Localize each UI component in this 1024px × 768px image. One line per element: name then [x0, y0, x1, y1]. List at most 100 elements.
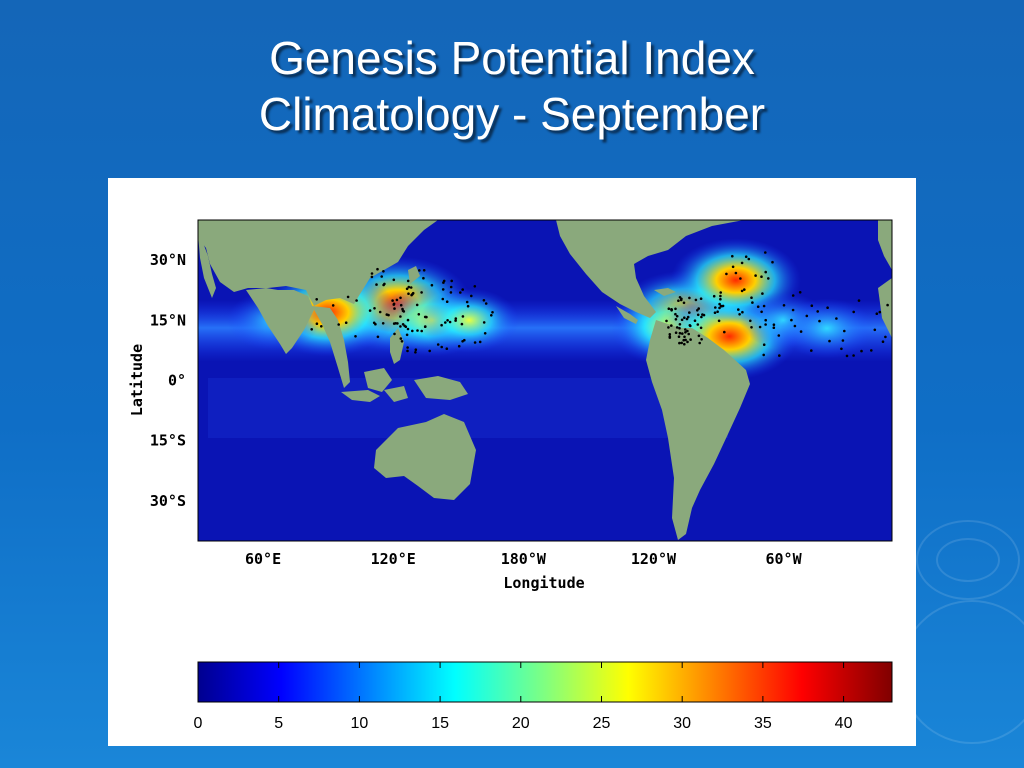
genesis-point — [368, 309, 372, 312]
genesis-point — [686, 340, 689, 344]
genesis-point — [719, 297, 722, 301]
genesis-point — [405, 333, 409, 337]
new-guinea — [414, 376, 468, 400]
genesis-point — [400, 340, 404, 343]
latitude-tick-label: 30°N — [150, 251, 186, 269]
gpi-hotspot — [780, 298, 874, 359]
genesis-point — [392, 303, 396, 306]
genesis-point — [370, 272, 374, 275]
genesis-point — [445, 300, 449, 303]
latitude-tick-label: 0° — [168, 372, 186, 390]
genesis-point — [381, 322, 385, 325]
genesis-point — [777, 334, 781, 337]
genesis-point — [422, 269, 426, 272]
genesis-point — [665, 319, 668, 323]
africa-edge — [878, 278, 892, 338]
genesis-point — [881, 340, 885, 343]
genesis-point — [391, 299, 394, 302]
genesis-point — [449, 285, 453, 289]
genesis-point — [714, 306, 717, 309]
genesis-point — [420, 291, 423, 294]
genesis-point — [678, 296, 682, 299]
genesis-point — [741, 310, 744, 314]
genesis-point — [744, 255, 748, 258]
europe-edge — [878, 220, 892, 270]
genesis-point — [743, 288, 746, 291]
genesis-point — [688, 311, 691, 314]
genesis-point — [441, 297, 445, 301]
genesis-point — [407, 292, 410, 295]
genesis-point — [399, 303, 403, 307]
genesis-point — [430, 283, 434, 287]
genesis-point — [734, 271, 738, 275]
genesis-point — [444, 321, 447, 324]
genesis-point — [793, 324, 797, 328]
genesis-point — [886, 303, 889, 307]
genesis-point — [843, 329, 846, 333]
sulawesi — [384, 386, 408, 402]
genesis-point — [689, 324, 692, 328]
latitude-tick-label: 15°N — [150, 311, 186, 329]
genesis-point — [376, 267, 379, 271]
genesis-point — [416, 329, 419, 332]
genesis-point — [399, 315, 402, 318]
genesis-point — [373, 307, 376, 310]
genesis-point — [686, 315, 690, 319]
genesis-point — [750, 296, 753, 299]
genesis-point — [411, 329, 414, 333]
colorbar-tick-label: 20 — [512, 715, 530, 732]
genesis-point — [751, 301, 754, 304]
longitude-tick-label: 60°E — [245, 550, 281, 568]
genesis-point — [406, 327, 410, 331]
genesis-point — [694, 298, 698, 302]
genesis-point — [760, 310, 763, 314]
genesis-point — [718, 306, 721, 310]
genesis-point — [478, 340, 482, 344]
genesis-point — [731, 265, 735, 269]
genesis-point — [698, 341, 701, 345]
genesis-point — [841, 339, 845, 342]
title-line-1: Genesis Potential Index — [269, 32, 755, 84]
genesis-point — [687, 332, 690, 336]
genesis-point — [354, 335, 357, 338]
genesis-point — [424, 325, 427, 328]
colorbar-tick-label: 0 — [194, 715, 203, 732]
genesis-point — [670, 309, 673, 312]
genesis-points — [310, 251, 889, 358]
australia — [374, 414, 476, 500]
genesis-point — [835, 317, 838, 320]
genesis-point — [393, 307, 396, 310]
genesis-point — [668, 336, 672, 339]
latitude-tick-label: 15°S — [150, 432, 186, 450]
genesis-point — [674, 312, 677, 316]
genesis-point — [667, 326, 670, 329]
genesis-point — [782, 304, 786, 307]
genesis-point — [764, 318, 767, 322]
colorbar-tick-label: 10 — [350, 715, 368, 732]
genesis-point — [315, 298, 318, 301]
genesis-point — [393, 332, 396, 336]
genesis-point — [674, 331, 678, 334]
genesis-point — [723, 330, 726, 334]
borneo — [364, 368, 392, 392]
genesis-point — [719, 294, 722, 298]
genesis-point — [418, 269, 421, 272]
genesis-point — [716, 310, 719, 313]
genesis-point — [454, 319, 457, 322]
genesis-point — [684, 331, 687, 334]
genesis-point — [380, 275, 384, 278]
colorbar-tick-label: 15 — [431, 715, 449, 732]
genesis-point — [680, 341, 683, 345]
genesis-point — [699, 297, 703, 300]
longitude-tick-labels: 60°E 120°E 180°W 120°W 60°W — [245, 550, 803, 568]
genesis-point — [681, 332, 684, 335]
longitude-tick-label: 60°W — [766, 550, 803, 568]
ripple-decoration — [916, 520, 1020, 600]
genesis-point — [685, 317, 689, 321]
genesis-point — [790, 318, 793, 322]
genesis-point — [828, 339, 831, 343]
genesis-point — [450, 279, 454, 283]
north-america — [556, 220, 744, 318]
genesis-point — [860, 349, 863, 353]
genesis-point — [754, 274, 757, 277]
